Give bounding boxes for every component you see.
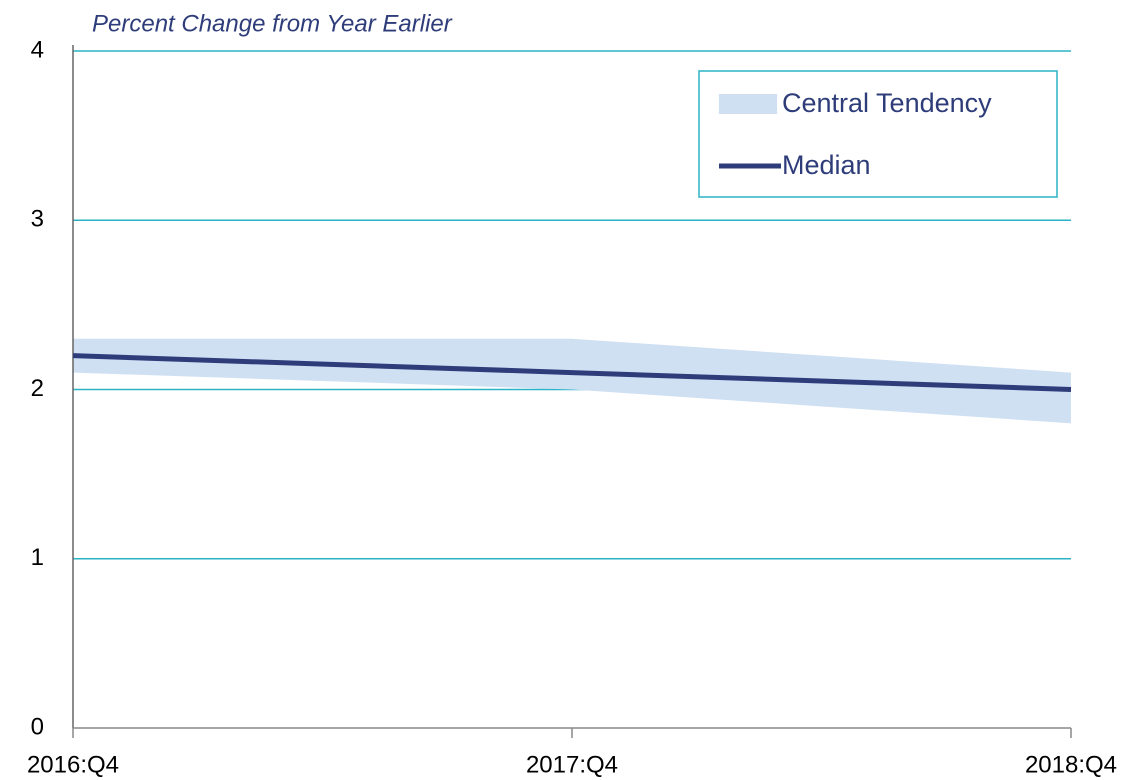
y-tick-label: 4 — [31, 36, 44, 63]
x-tick-label: 2018:Q4 — [1025, 751, 1117, 778]
legend-label: Central Tendency — [782, 88, 992, 118]
y-tick-label: 1 — [31, 544, 44, 571]
y-tick-label: 3 — [31, 206, 44, 233]
central-tendency-band — [73, 338, 1071, 424]
x-tick-label: 2016:Q4 — [27, 751, 119, 778]
median-line — [72, 353, 1072, 392]
chart-title: Percent Change from Year Earlier — [92, 10, 453, 37]
y-tick-label: 2 — [31, 375, 44, 402]
y-tick-label: 0 — [31, 713, 44, 740]
x-tick-label: 2017:Q4 — [526, 751, 618, 778]
legend-swatch — [719, 94, 777, 114]
legend-box — [698, 70, 1058, 198]
legend-label: Median — [782, 150, 871, 180]
